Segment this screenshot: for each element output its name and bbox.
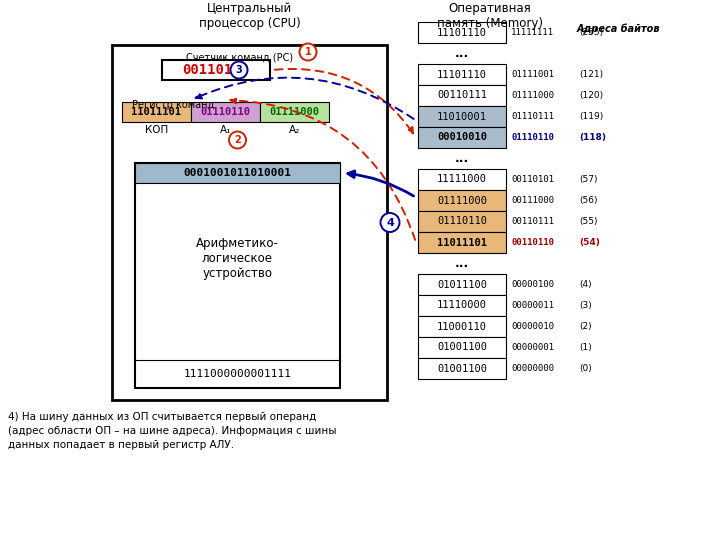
Text: 00000001: 00000001 (511, 343, 554, 352)
Text: 01110111: 01110111 (511, 112, 554, 121)
Bar (418, 127, 506, 148)
Bar (418, 22, 506, 43)
Bar (135, 163, 340, 388)
Bar (418, 169, 506, 190)
Circle shape (380, 213, 400, 232)
Text: 01111000: 01111000 (437, 195, 487, 206)
FancyArrowPatch shape (230, 98, 415, 240)
Text: (54): (54) (579, 238, 600, 247)
Text: 4: 4 (386, 218, 394, 227)
Text: Счетчик команд (PC): Счетчик команд (PC) (186, 52, 293, 62)
Text: 01001100: 01001100 (437, 363, 487, 374)
Text: Центральный
процессор (CPU): Центральный процессор (CPU) (199, 2, 300, 30)
Text: 11111111: 11111111 (511, 28, 554, 37)
Text: 11110000: 11110000 (437, 300, 487, 310)
Bar (418, 274, 506, 295)
Text: 01110110: 01110110 (437, 217, 487, 226)
Text: (56): (56) (579, 196, 598, 205)
Bar (418, 337, 506, 358)
Text: (3): (3) (579, 301, 592, 310)
Text: А₂: А₂ (289, 125, 300, 135)
Text: (2): (2) (579, 322, 592, 331)
Text: 11111000: 11111000 (437, 174, 487, 185)
Bar (418, 358, 506, 379)
Bar (418, 190, 506, 211)
Text: А₁: А₁ (220, 125, 231, 135)
Text: 01111000: 01111000 (511, 91, 554, 100)
Text: Арифметико-
логическое
устройство: Арифметико- логическое устройство (196, 237, 279, 280)
Text: (0): (0) (579, 364, 592, 373)
Text: 01111001: 01111001 (511, 70, 554, 79)
Text: 1: 1 (305, 47, 311, 57)
Bar (418, 85, 506, 106)
Text: ...: ... (455, 257, 469, 270)
Text: 0001001011010001: 0001001011010001 (184, 168, 292, 178)
Text: (120): (120) (579, 91, 603, 100)
Text: 11011101: 11011101 (132, 107, 181, 117)
Text: ...: ... (455, 47, 469, 60)
Text: Оперативная
память (Memory): Оперативная память (Memory) (437, 2, 543, 30)
Text: 01110110: 01110110 (511, 133, 554, 142)
Bar (112, 45, 387, 400)
Text: (1): (1) (579, 343, 592, 352)
Text: 00110111: 00110111 (437, 91, 487, 100)
Text: 00000010: 00000010 (511, 322, 554, 331)
Bar (418, 106, 506, 127)
Text: 1111000000001111: 1111000000001111 (184, 369, 292, 379)
Text: 00000100: 00000100 (511, 280, 554, 289)
FancyArrowPatch shape (275, 69, 413, 133)
FancyArrowPatch shape (348, 171, 413, 196)
Circle shape (230, 62, 248, 78)
Text: 11000110: 11000110 (437, 321, 487, 332)
Text: (55): (55) (579, 217, 598, 226)
Text: ...: ... (455, 152, 469, 165)
Circle shape (229, 132, 246, 148)
Text: 00000011: 00000011 (511, 301, 554, 310)
Text: Регистр команд: Регистр команд (132, 100, 215, 110)
Text: (57): (57) (579, 175, 598, 184)
Bar (162, 60, 270, 80)
Bar (418, 316, 506, 337)
Text: 00110110: 00110110 (182, 63, 250, 77)
Text: 00110111: 00110111 (511, 217, 554, 226)
Text: (4): (4) (579, 280, 592, 289)
Text: 2: 2 (234, 135, 241, 145)
Text: Адреса байтов: Адреса байтов (577, 23, 660, 33)
Text: 00111000: 00111000 (511, 196, 554, 205)
Bar (418, 211, 506, 232)
Text: 11011101: 11011101 (437, 238, 487, 247)
Bar (191, 102, 260, 122)
Text: 4) На шину данных из ОП считывается первый операнд
(адрес области ОП – на шине а: 4) На шину данных из ОП считывается перв… (8, 412, 336, 450)
Text: (255): (255) (579, 28, 603, 37)
Text: 01110110: 01110110 (200, 107, 251, 117)
Text: 00010010: 00010010 (437, 132, 487, 143)
Text: 01011100: 01011100 (437, 280, 487, 289)
Text: 11101110: 11101110 (437, 28, 487, 37)
Bar (418, 295, 506, 316)
Bar (135, 163, 340, 183)
Text: 11010001: 11010001 (437, 111, 487, 122)
Text: (118): (118) (579, 133, 606, 142)
Text: 01001100: 01001100 (437, 342, 487, 353)
Bar (418, 232, 506, 253)
Text: 00000000: 00000000 (511, 364, 554, 373)
Text: (121): (121) (579, 70, 603, 79)
Text: 3: 3 (235, 65, 243, 75)
Text: (119): (119) (579, 112, 603, 121)
Bar (418, 64, 506, 85)
FancyArrowPatch shape (196, 78, 414, 119)
Text: 11101110: 11101110 (437, 70, 487, 79)
Bar (260, 102, 329, 122)
Text: 01111000: 01111000 (269, 107, 320, 117)
Text: 00110110: 00110110 (511, 238, 554, 247)
Text: 00110101: 00110101 (511, 175, 554, 184)
Bar (122, 102, 191, 122)
Circle shape (300, 44, 317, 60)
Text: КОП: КОП (145, 125, 168, 135)
